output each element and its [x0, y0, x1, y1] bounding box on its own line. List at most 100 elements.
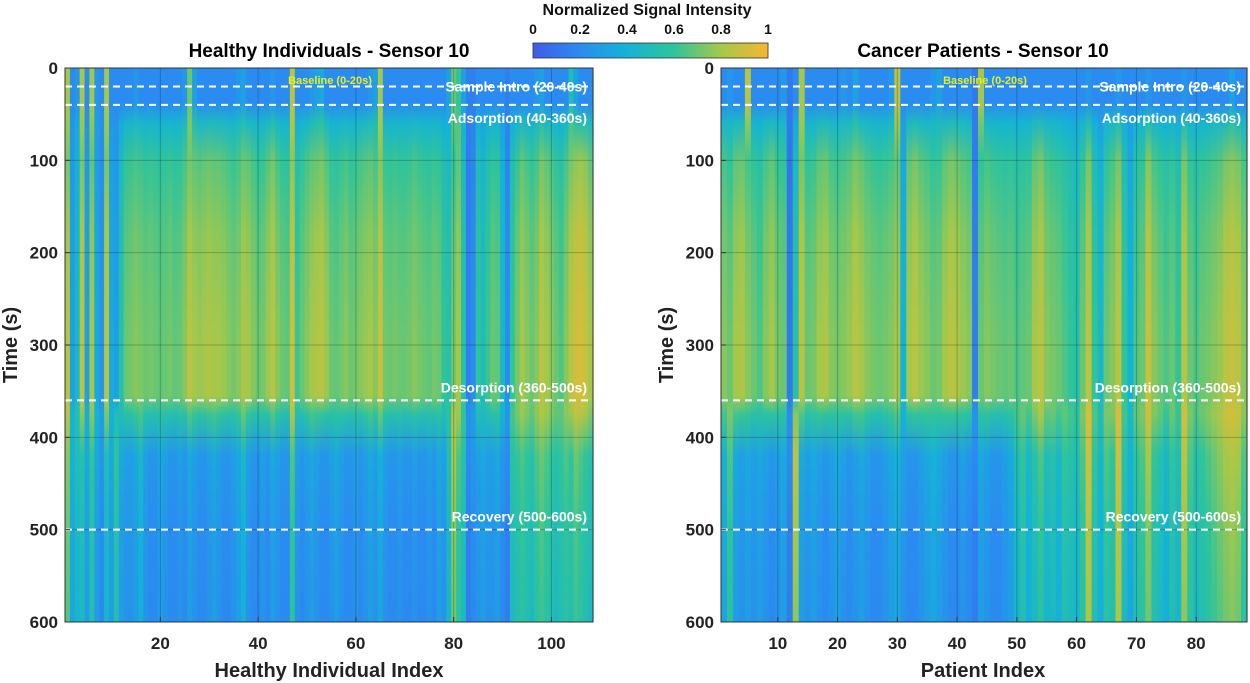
heatmap-column: [99, 68, 105, 622]
x-tick-label: 80: [1187, 634, 1206, 653]
heatmap-column: [206, 68, 213, 622]
heatmap-column: [900, 68, 907, 622]
heatmap-column: [250, 68, 257, 622]
heatmap-column: [236, 68, 242, 622]
heatmap-column: [989, 68, 997, 622]
heatmap-column: [94, 68, 100, 622]
heatmap-column: [583, 68, 589, 622]
heatmap-column: [563, 68, 570, 622]
heatmap-column: [948, 68, 955, 622]
y-tick-label: 100: [686, 151, 714, 170]
x-tick-label: 20: [151, 634, 170, 653]
heatmap-column: [353, 68, 359, 622]
heatmap-column: [804, 68, 812, 622]
heatmap-column: [270, 68, 276, 622]
heatmap-column: [780, 68, 788, 622]
y-tick-label: 500: [30, 521, 58, 540]
heatmap-column: [1193, 68, 1200, 622]
heatmap-column: [138, 68, 144, 622]
heatmap-column: [544, 68, 550, 622]
heatmap-column: [275, 68, 281, 622]
heatmap-column: [123, 68, 130, 622]
heatmap-column: [524, 68, 531, 622]
heatmap-column: [343, 68, 350, 622]
heatmap-column: [148, 68, 154, 622]
heatmap-column: [465, 68, 472, 622]
heatmap-column: [187, 68, 193, 622]
phase-label: Desorption (360-500s): [441, 379, 587, 395]
heatmap-column: [505, 68, 511, 622]
x-tick-label: 60: [346, 634, 365, 653]
y-tick-label: 300: [30, 336, 58, 355]
heatmap-column: [104, 68, 110, 622]
heatmap-column: [588, 68, 594, 622]
heatmap-column: [509, 68, 516, 622]
heatmap-column: [1001, 68, 1009, 622]
heatmap-column: [762, 68, 770, 622]
phase-label: Sample Intro (20-40s): [445, 78, 587, 94]
heatmap-column: [285, 68, 291, 622]
heatmap-column: [397, 68, 403, 622]
heatmap-column: [368, 68, 374, 622]
x-tick-label: 40: [249, 634, 268, 653]
heatmap-column: [864, 68, 872, 622]
heatmap-column: [798, 68, 806, 622]
heatmap-column: [1217, 68, 1224, 622]
x-tick-label: 100: [537, 634, 565, 653]
heatmap-column: [568, 68, 575, 622]
heatmap-column: [534, 68, 540, 622]
heatmap-column: [786, 68, 794, 622]
heatmap-column: [744, 68, 752, 622]
phase-annotations: Baseline (0-20s) Sample Intro (20-40s) Ads…: [65, 75, 593, 531]
heatmap-column: [324, 68, 330, 622]
heatmap-column: [74, 68, 81, 622]
heatmap-column: [157, 68, 164, 622]
heatmap-column: [1055, 68, 1063, 622]
heatmap-column: [260, 68, 267, 622]
heatmap-column: [846, 68, 854, 622]
heatmap-column: [995, 68, 1003, 622]
heatmap-column: [578, 68, 584, 622]
heatmap-column: [153, 68, 159, 622]
heatmap-column: [774, 68, 782, 622]
ticks: 0 100 200 300 400 500 600 20 40 60 80 100: [30, 59, 566, 653]
heatmap-column: [314, 68, 320, 622]
heatmap-column: [1091, 68, 1099, 622]
heatmap-column: [1079, 68, 1087, 622]
heatmap-column: [69, 68, 76, 622]
heatmap-column: [377, 68, 384, 622]
heatmap-column: [182, 68, 188, 622]
heatmap-column: [470, 68, 477, 622]
heatmap-column: [960, 68, 967, 622]
phase-label: Baseline (0-20s): [943, 75, 1027, 87]
heatmap-column: [918, 68, 925, 622]
heatmap-column: [1229, 68, 1236, 622]
y-tick-label: 0: [49, 59, 58, 78]
heatmap-column: [436, 68, 443, 622]
heatmap-column: [197, 68, 203, 622]
x-tick-label: 80: [444, 634, 463, 653]
heatmap-column: [1157, 68, 1164, 622]
heatmap-column: [539, 68, 545, 622]
heatmap-column: [1199, 68, 1206, 622]
heatmap-column: [172, 68, 179, 622]
heatmap-column: [475, 68, 482, 622]
heatmap-column: [1145, 68, 1152, 622]
chart-title: Healthy Individuals - Sensor 10: [189, 41, 470, 62]
heatmap-column: [906, 68, 913, 622]
y-tick-label: 400: [30, 428, 58, 447]
heatmap-column: [221, 68, 227, 622]
cancer-heatmap-panel: Cancer Patients - Sensor 10 Patient Inde…: [656, 41, 1248, 682]
heatmap-column: [954, 68, 961, 622]
heatmap-column: [211, 68, 218, 622]
y-tick-label: 0: [705, 59, 714, 78]
phase-label: Adsorption (40-360s): [1102, 110, 1241, 126]
heatmap-column: [329, 68, 335, 622]
y-tick-label: 300: [686, 336, 714, 355]
heatmap-column: [109, 68, 115, 622]
heatmap-column: [441, 68, 447, 622]
heatmap-column: [289, 68, 296, 622]
heatmap-column: [84, 68, 91, 622]
colorbar-tick-label: 0.4: [617, 21, 637, 37]
